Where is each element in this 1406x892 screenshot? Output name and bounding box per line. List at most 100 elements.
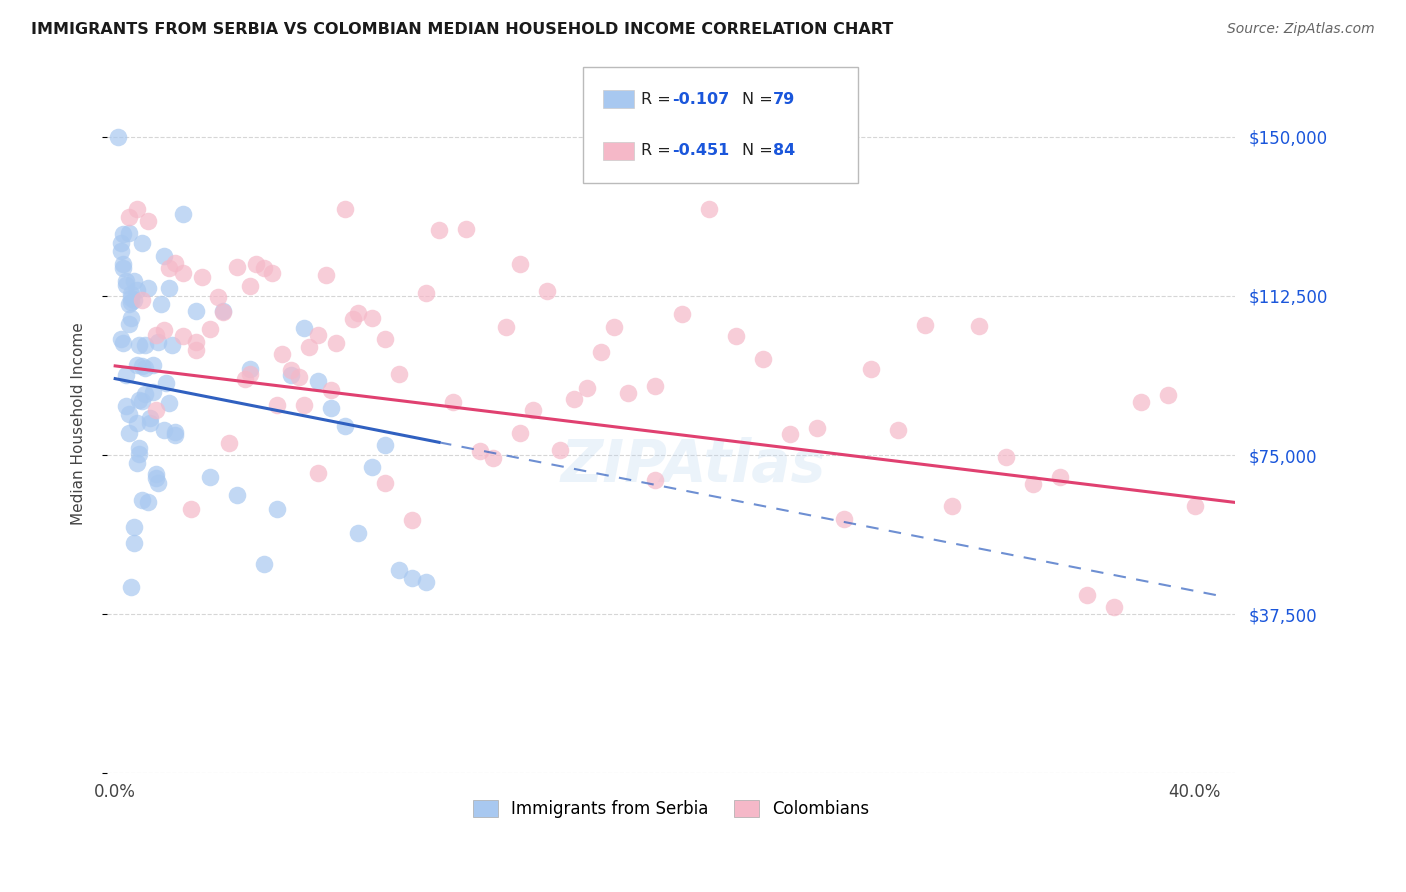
Point [697, 202, 720, 216]
Point [157, 260, 180, 275]
Point [112, 261, 135, 276]
Point [315, 268, 337, 282]
Text: IMMIGRANTS FROM SERBIA VS COLOMBIAN MEDIAN HOUSEHOLD INCOME CORRELATION CHART: IMMIGRANTS FROM SERBIA VS COLOMBIAN MEDI… [31, 22, 893, 37]
Point [172, 328, 194, 343]
Point [128, 442, 150, 456]
Point [617, 385, 640, 400]
Point [859, 362, 882, 376]
Point [280, 362, 302, 376]
Point [360, 311, 382, 326]
Point [107, 129, 129, 144]
Point [225, 487, 247, 501]
Point [252, 557, 274, 571]
Point [118, 297, 141, 311]
Point [482, 451, 505, 466]
Point [671, 307, 693, 321]
Point [145, 403, 167, 417]
Point [239, 361, 262, 376]
Point [1102, 600, 1125, 615]
Point [134, 337, 156, 351]
Point [112, 227, 135, 242]
Point [152, 323, 174, 337]
Point [360, 459, 382, 474]
Point [509, 257, 531, 271]
Text: N =: N = [742, 92, 779, 107]
Point [212, 303, 235, 318]
Point [184, 334, 207, 349]
Point [1157, 388, 1180, 402]
Point [887, 423, 910, 437]
Point [427, 223, 450, 237]
Point [207, 290, 229, 304]
Point [125, 457, 148, 471]
Point [832, 512, 855, 526]
Point [589, 345, 612, 359]
Point [110, 332, 132, 346]
Point [136, 214, 159, 228]
Point [131, 492, 153, 507]
Point [125, 202, 148, 216]
Point [252, 261, 274, 276]
Y-axis label: Median Household Income: Median Household Income [72, 322, 86, 524]
Point [374, 438, 396, 452]
Point [157, 281, 180, 295]
Point [441, 395, 464, 409]
Point [128, 338, 150, 352]
Point [118, 211, 141, 225]
Point [163, 428, 186, 442]
Point [118, 226, 141, 240]
Text: N =: N = [742, 144, 779, 158]
Point [110, 244, 132, 259]
Point [136, 280, 159, 294]
Point [172, 207, 194, 221]
Point [333, 202, 356, 216]
Point [522, 403, 544, 417]
Point [724, 329, 747, 343]
Point [115, 278, 138, 293]
Point [233, 372, 256, 386]
Point [1076, 588, 1098, 602]
Point [401, 571, 423, 585]
Point [150, 297, 173, 311]
Text: Source: ZipAtlas.com: Source: ZipAtlas.com [1227, 22, 1375, 37]
Point [134, 387, 156, 401]
Text: -0.107: -0.107 [672, 92, 730, 107]
Point [115, 399, 138, 413]
Point [212, 304, 235, 318]
Point [115, 368, 138, 382]
Point [280, 368, 302, 382]
Point [131, 394, 153, 409]
Text: R =: R = [641, 92, 676, 107]
Point [806, 421, 828, 435]
Point [120, 310, 142, 325]
Point [333, 419, 356, 434]
Point [180, 502, 202, 516]
Point [125, 283, 148, 297]
Point [307, 328, 329, 343]
Point [1184, 499, 1206, 513]
Point [184, 303, 207, 318]
Point [160, 338, 183, 352]
Text: ZIPAtlas: ZIPAtlas [561, 437, 827, 494]
Point [163, 256, 186, 270]
Point [779, 427, 801, 442]
Text: R =: R = [641, 144, 676, 158]
Point [155, 376, 177, 391]
Point [131, 236, 153, 251]
Point [184, 343, 207, 357]
Point [603, 319, 626, 334]
Point [172, 266, 194, 280]
Point [122, 274, 145, 288]
Point [1049, 470, 1071, 484]
Point [562, 392, 585, 407]
Point [148, 475, 170, 490]
Point [112, 335, 135, 350]
Point [198, 321, 221, 335]
Point [292, 321, 315, 335]
Point [128, 393, 150, 408]
Point [342, 312, 364, 326]
Point [134, 361, 156, 376]
Point [125, 359, 148, 373]
Point [941, 499, 963, 513]
Point [245, 257, 267, 271]
